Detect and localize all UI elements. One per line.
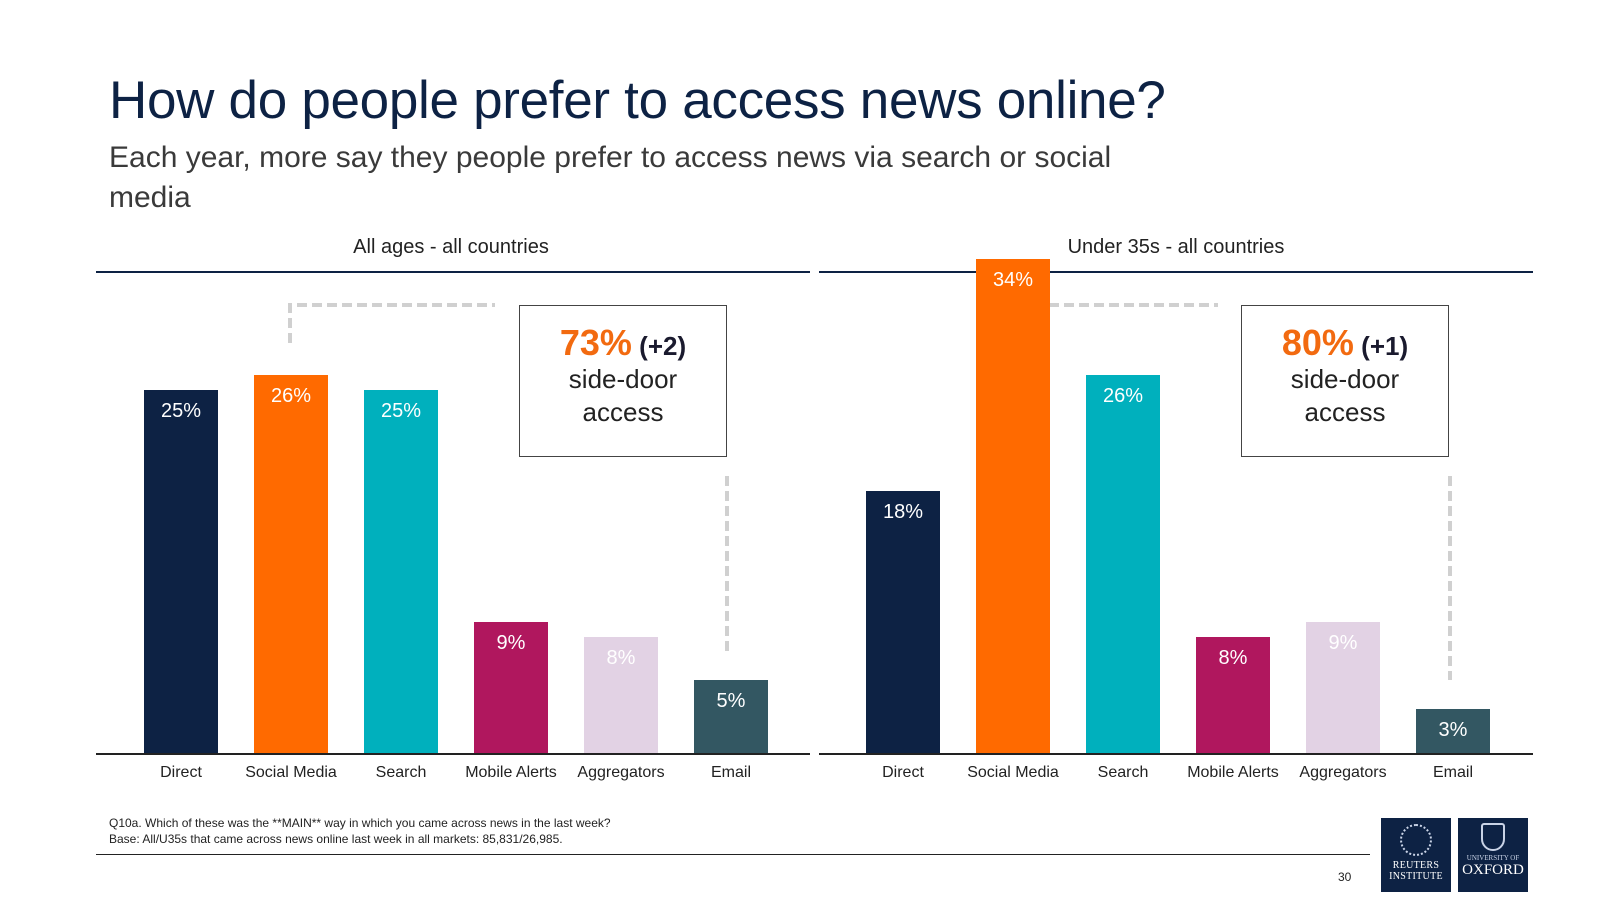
callout-all-ages: 73% (+2) side-door access	[519, 305, 727, 457]
bar-value-label: 26%	[1102, 385, 1144, 407]
bar-value-label: 8%	[1218, 646, 1248, 669]
bar-search	[1086, 375, 1160, 753]
bar-social-media	[976, 258, 1050, 753]
page-number: 30	[1338, 870, 1352, 884]
bar-value-label: 3%	[1438, 719, 1468, 742]
panel-rule-all-ages	[96, 271, 810, 273]
bar-search	[364, 389, 438, 753]
category-label: Social Media	[967, 764, 1059, 781]
bar-value-label: 9%	[1328, 632, 1358, 655]
bar-direct	[866, 491, 940, 753]
reuters-institute-logo: REUTERS INSTITUTE	[1381, 818, 1451, 892]
category-label: Search	[1097, 764, 1149, 781]
bar-direct	[144, 389, 218, 753]
bar-social-media	[254, 375, 328, 753]
globe-icon	[1400, 824, 1432, 856]
crest-icon	[1481, 823, 1505, 851]
callout-line-2: access	[582, 397, 664, 427]
category-label: Social Media	[245, 764, 337, 781]
callout-under-35s: 80% (+1) side-door access	[1241, 305, 1449, 457]
bar-value-label: 18%	[882, 501, 924, 524]
axis-baseline-all-ages	[96, 753, 810, 755]
category-label: Direct	[160, 764, 202, 781]
bar-value-label: 26%	[270, 385, 312, 407]
bar-value-label: 5%	[716, 690, 746, 713]
bar-email	[694, 680, 768, 753]
bar-mobile-alerts	[1196, 636, 1270, 753]
callout-line-2: access	[1304, 397, 1386, 427]
bar-value-label: 34%	[992, 268, 1034, 291]
category-label: Direct	[882, 764, 924, 781]
bar-value-label: 25%	[380, 399, 422, 422]
category-label: Mobile Alerts	[1187, 764, 1279, 781]
bar-value-label: 8%	[606, 646, 636, 669]
footnote-base: Base: All/U35s that came across news onl…	[109, 832, 563, 846]
footer-rule	[96, 854, 1370, 855]
category-label: Mobile Alerts	[465, 764, 557, 781]
category-label: Aggregators	[577, 764, 665, 781]
page-title: How do people prefer to access news onli…	[109, 71, 1166, 130]
category-label: Email	[1432, 764, 1473, 781]
callout-line-1: side-door	[568, 364, 678, 394]
panel-rule-under-35s	[819, 271, 1533, 273]
bar-aggregators	[1306, 622, 1380, 753]
callout-line-1: side-door	[1290, 364, 1400, 394]
category-label: Email	[710, 764, 751, 781]
axis-baseline-under-35s	[819, 753, 1533, 755]
callout-delta: (+2)	[639, 331, 687, 361]
bar-email	[1416, 709, 1490, 753]
callout-delta: (+1)	[1361, 331, 1409, 361]
category-label: Search	[375, 764, 427, 781]
bar-value-label: 25%	[160, 399, 202, 422]
callout-percent: 80%	[1281, 322, 1354, 363]
bar-aggregators	[584, 636, 658, 753]
footnote-question: Q10a. Which of these was the **MAIN** wa…	[109, 816, 611, 830]
panel-title-under-35s: Under 35s - all countries	[1067, 236, 1285, 258]
callout-percent: 73%	[559, 322, 632, 363]
panel-title-all-ages: All ages - all countries	[353, 236, 549, 258]
connector-top-all-ages	[288, 303, 495, 343]
university-of-oxford-logo: UNIVERSITY OF OXFORD	[1458, 818, 1528, 892]
category-label: Aggregators	[1299, 764, 1387, 781]
bar-value-label: 9%	[496, 632, 526, 655]
bar-mobile-alerts	[474, 622, 548, 753]
footnote: Q10a. Which of these was the **MAIN** wa…	[109, 815, 611, 847]
page-subtitle: Each year, more say they people prefer t…	[109, 141, 1112, 214]
